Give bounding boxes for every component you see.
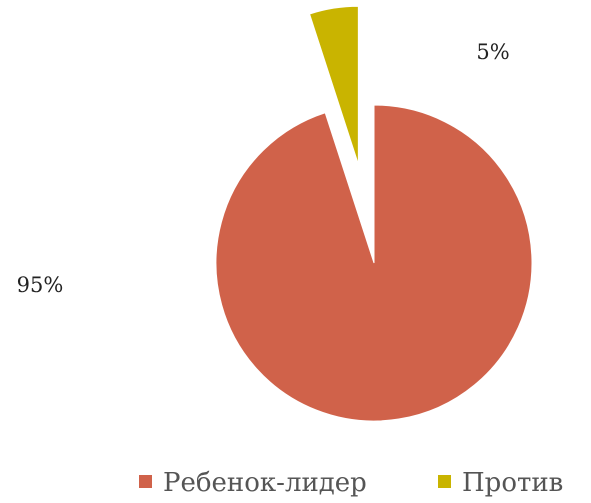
legend-swatch-rebenok-lider: [139, 475, 152, 488]
legend-label-rebenok-lider: Ребенок-лидер: [163, 468, 367, 498]
data-label-rebenok-lider: 95%: [17, 273, 64, 297]
legend-swatch-protiv: [438, 475, 451, 488]
pie-slice-protiv: [308, 5, 359, 165]
data-label-protiv: 5%: [476, 40, 509, 64]
legend: Ребенок-лидер Против: [139, 468, 563, 498]
legend-label-protiv: Против: [462, 468, 563, 498]
pie-slice-rebenok-lider: [215, 104, 533, 422]
pie-slices: [215, 5, 533, 422]
